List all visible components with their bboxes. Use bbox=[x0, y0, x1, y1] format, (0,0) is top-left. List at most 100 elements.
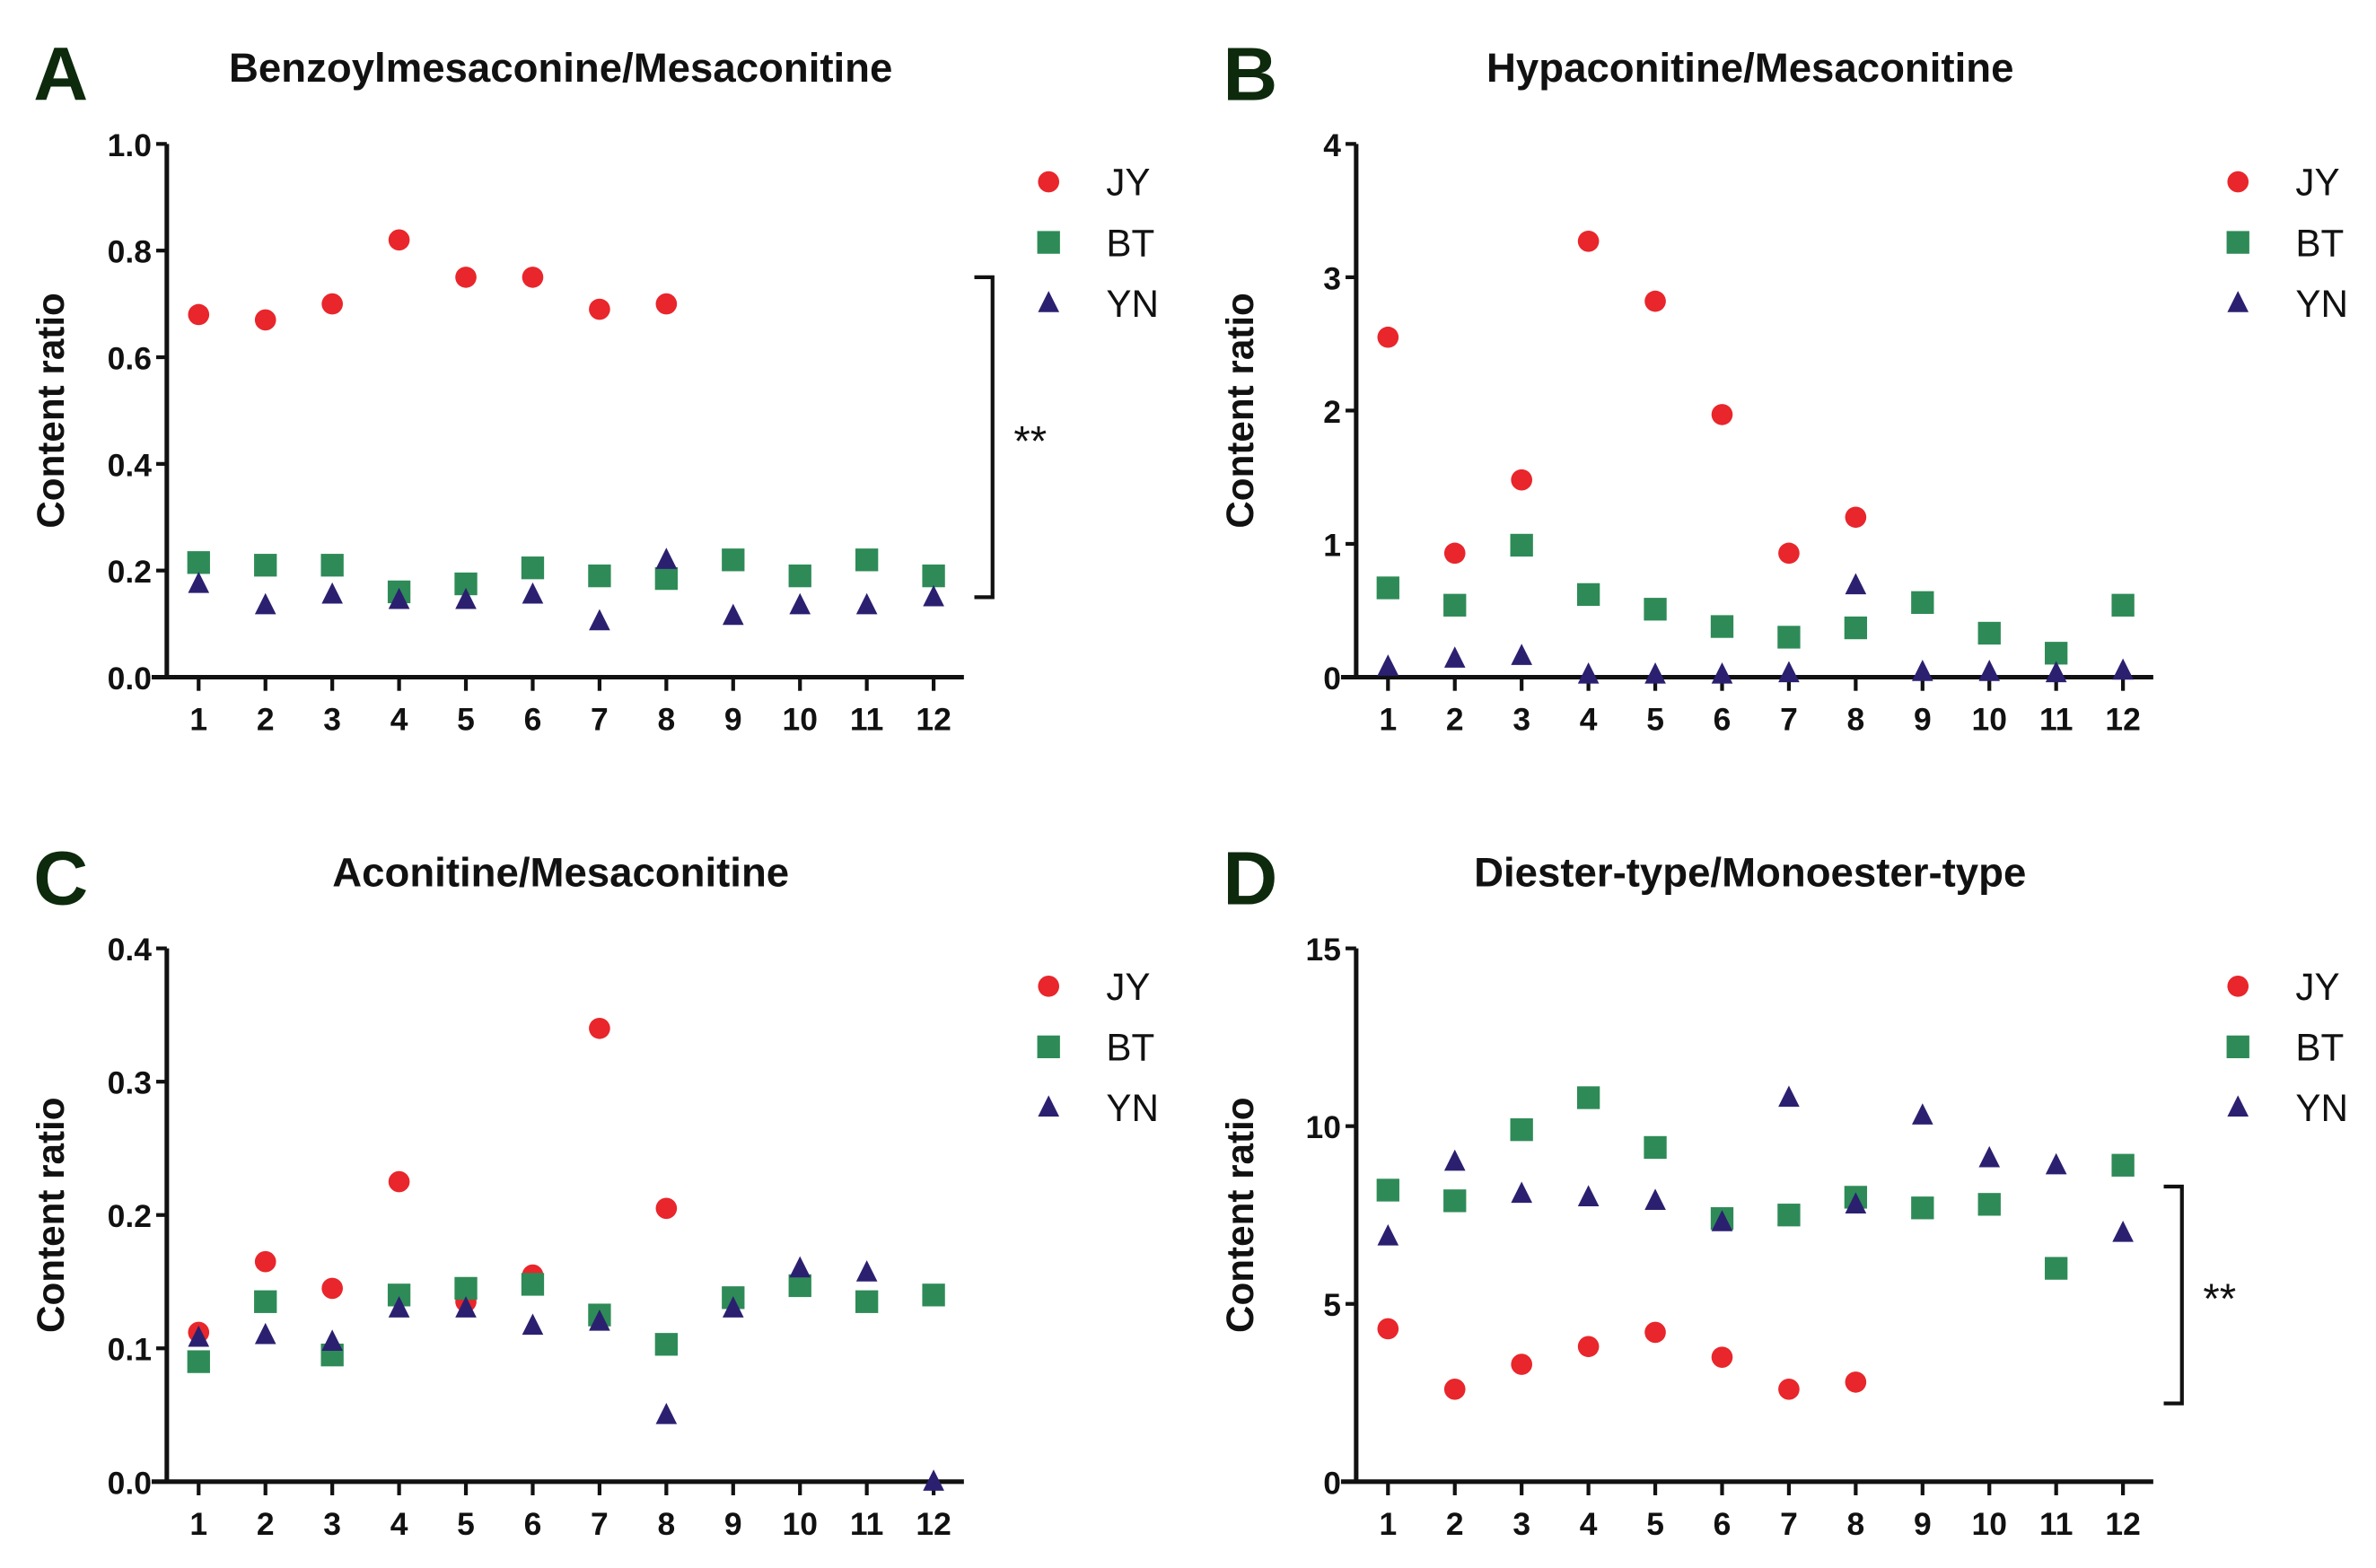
x-tick-label: 6 bbox=[1714, 1506, 1732, 1542]
x-tick-label: 9 bbox=[1914, 1506, 1932, 1542]
y-tick-label: 0.0 bbox=[108, 1465, 152, 1501]
data-point-yn bbox=[1711, 662, 1733, 684]
data-point-bt bbox=[588, 564, 611, 588]
data-point-jy bbox=[1778, 542, 1800, 565]
data-point-yn bbox=[388, 1296, 410, 1318]
series-yn bbox=[1377, 1085, 2134, 1246]
data-point-bt bbox=[1777, 1204, 1801, 1227]
y-tick-label: 3 bbox=[1323, 260, 1341, 296]
series-bt bbox=[1376, 1086, 2135, 1280]
legend-label: BT bbox=[1106, 222, 1154, 264]
legend-marker-jy bbox=[2227, 171, 2249, 193]
data-point-bt bbox=[1510, 533, 1533, 557]
y-tick-label: 1 bbox=[1323, 527, 1341, 563]
data-point-yn bbox=[589, 609, 610, 631]
x-tick-label: 12 bbox=[916, 702, 951, 738]
data-point-yn bbox=[1845, 573, 1867, 595]
data-point-yn bbox=[2112, 1221, 2134, 1242]
data-point-jy bbox=[1644, 1321, 1666, 1344]
legend-marker-yn bbox=[2227, 1095, 2249, 1117]
legend-marker-bt bbox=[2226, 1035, 2249, 1059]
legend-label: JY bbox=[2295, 966, 2339, 1008]
y-tick-label: 0.4 bbox=[108, 932, 153, 968]
y-axis-label: Content ratio bbox=[30, 293, 72, 528]
panel-letter: B bbox=[1223, 31, 1277, 116]
x-tick-label: 11 bbox=[2039, 702, 2073, 738]
series-yn bbox=[188, 1256, 944, 1491]
data-point-bt bbox=[1911, 591, 1934, 614]
data-point-bt bbox=[1977, 621, 2001, 645]
x-tick-label: 9 bbox=[724, 1506, 742, 1542]
legend-marker-jy bbox=[1038, 171, 1060, 193]
data-point-bt bbox=[922, 564, 945, 588]
x-tick-label: 9 bbox=[724, 702, 742, 738]
panel-letter: A bbox=[33, 31, 88, 116]
chart-title: Diester-type/Monoester-type bbox=[1474, 849, 2026, 895]
data-point-yn bbox=[2112, 658, 2134, 680]
panel-d: D Diester-type/Monoester-type Content rati… bbox=[1219, 837, 2348, 1542]
x-tick-label: 5 bbox=[457, 702, 475, 738]
data-point-jy bbox=[1711, 404, 1733, 425]
series-bt bbox=[1376, 533, 2135, 665]
data-point-yn bbox=[855, 592, 878, 615]
data-point-jy bbox=[522, 267, 544, 288]
data-point-bt bbox=[1510, 1117, 1533, 1142]
data-point-jy bbox=[1377, 326, 1399, 348]
x-tick-label: 4 bbox=[1580, 702, 1598, 738]
data-point-jy bbox=[1443, 542, 1466, 565]
y-tick-label: 15 bbox=[1306, 932, 1341, 968]
data-point-yn bbox=[455, 587, 477, 609]
data-point-bt bbox=[187, 551, 210, 574]
x-tick-label: 5 bbox=[1646, 1506, 1664, 1542]
x-tick-label: 8 bbox=[1847, 702, 1865, 738]
data-point-jy bbox=[589, 1017, 610, 1039]
y-axis-label: Content ratio bbox=[1219, 293, 1261, 528]
x-tick-label: 2 bbox=[257, 1506, 275, 1542]
legend-marker-bt bbox=[2226, 231, 2249, 254]
data-point-bt bbox=[788, 1274, 811, 1298]
data-point-yn bbox=[254, 1322, 276, 1345]
data-point-bt bbox=[2111, 593, 2135, 617]
y-tick-label: 0.8 bbox=[108, 234, 152, 270]
data-point-bt bbox=[254, 1290, 277, 1313]
data-point-bt bbox=[654, 1333, 679, 1356]
data-point-bt bbox=[722, 548, 745, 572]
legend-marker-yn bbox=[1038, 1095, 1060, 1117]
data-point-bt bbox=[922, 1283, 945, 1307]
data-point-yn bbox=[655, 1403, 678, 1424]
data-point-yn bbox=[1911, 1103, 1933, 1125]
significance-label: ** bbox=[1013, 417, 1047, 465]
data-point-yn bbox=[722, 603, 744, 626]
x-tick-label: 2 bbox=[1446, 1506, 1464, 1542]
data-point-jy bbox=[655, 1197, 678, 1220]
data-point-yn bbox=[1778, 661, 1800, 683]
x-tick-label: 10 bbox=[783, 1506, 818, 1542]
panel-b: B Hypaconitine/Mesaconitine Content ratio 0… bbox=[1219, 31, 2348, 737]
data-point-jy bbox=[321, 293, 343, 315]
y-axis-label: Content ratio bbox=[1219, 1097, 1261, 1332]
data-point-bt bbox=[1443, 593, 1467, 617]
legend-label: JY bbox=[1106, 966, 1150, 1008]
x-tick-label: 3 bbox=[1512, 702, 1530, 738]
legend-marker-jy bbox=[2227, 976, 2249, 997]
series-jy bbox=[188, 229, 678, 331]
x-tick-label: 1 bbox=[1379, 702, 1397, 738]
x-tick-label: 7 bbox=[1780, 702, 1798, 738]
series-jy bbox=[1377, 230, 1867, 565]
data-point-yn bbox=[789, 1256, 811, 1278]
data-point-jy bbox=[1644, 290, 1666, 312]
legend-label: YN bbox=[2295, 283, 2348, 325]
data-point-yn bbox=[1778, 1085, 1800, 1108]
y-tick-label: 0 bbox=[1323, 1465, 1341, 1501]
data-point-yn bbox=[522, 582, 544, 604]
legend-label: JY bbox=[1106, 162, 1150, 204]
data-point-bt bbox=[1443, 1189, 1467, 1213]
series-yn bbox=[188, 547, 944, 631]
panel-letter: C bbox=[33, 837, 88, 921]
data-point-yn bbox=[855, 1260, 878, 1282]
data-point-yn bbox=[1978, 660, 2001, 681]
data-point-yn bbox=[789, 592, 811, 615]
data-point-bt bbox=[654, 566, 679, 591]
data-point-bt bbox=[2111, 1153, 2135, 1177]
